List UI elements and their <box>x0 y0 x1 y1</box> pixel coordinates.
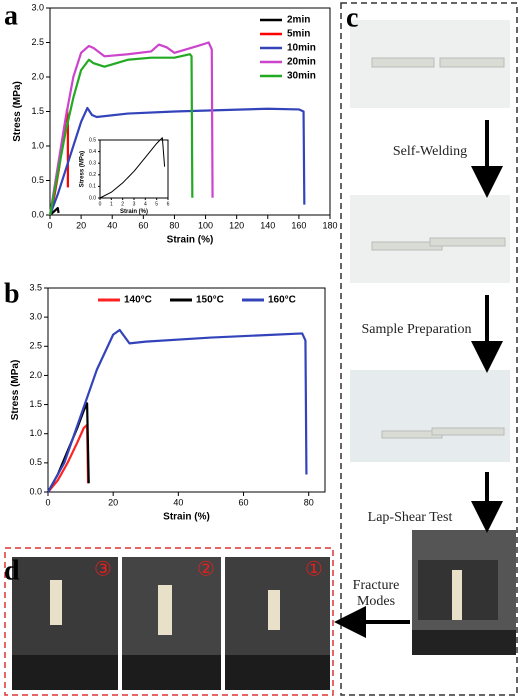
x-tick-label: 5 <box>155 201 158 207</box>
x-tick-label: 140 <box>260 221 275 231</box>
x-tick-label: 20 <box>108 498 118 508</box>
plot-frame <box>47 287 326 493</box>
x-axis-label: Strain (%) <box>167 234 214 245</box>
photo <box>225 557 330 690</box>
x-tick-label: 40 <box>107 221 117 231</box>
y-axis-label: Stress (MPa) <box>12 81 23 142</box>
x-tick-label: 80 <box>304 498 314 508</box>
x-tick-label: 1 <box>110 201 113 207</box>
x-tick-label: 60 <box>138 221 148 231</box>
step-label: Fracture Modes <box>352 578 400 609</box>
x-tick-label: 120 <box>229 221 244 231</box>
photo <box>350 370 510 462</box>
legend-label: 5min <box>287 29 310 40</box>
panel-label: a <box>4 0 18 31</box>
y-tick-label: 3.0 <box>31 2 44 12</box>
photo <box>350 20 510 108</box>
legend-label: 10min <box>287 43 316 54</box>
y-tick-label: 2.5 <box>29 341 42 351</box>
y-tick-label: 0.4 <box>89 149 96 155</box>
x-tick-label: 2 <box>121 201 124 207</box>
y-axis-label: Stress (MPa) <box>10 360 21 421</box>
legend-label: 30min <box>287 71 316 82</box>
photo <box>412 530 516 655</box>
panel-c-frame <box>340 2 518 696</box>
x-tick-label: 180 <box>322 221 337 231</box>
y-tick-label: 2.0 <box>29 370 42 380</box>
y-tick-label: 0.2 <box>89 172 96 178</box>
x-tick-label: 80 <box>169 221 179 231</box>
y-tick-label: 0.0 <box>89 195 96 201</box>
legend-label: 140°C <box>124 295 152 306</box>
y-tick-label: 1.5 <box>31 106 44 116</box>
y-tick-label: 2.0 <box>31 71 44 81</box>
series-line <box>99 137 166 199</box>
y-tick-label: 1.0 <box>29 428 42 438</box>
fracture-marker: ③ <box>94 558 112 580</box>
y-tick-label: 0.3 <box>89 161 96 167</box>
x-tick-label: 160 <box>291 221 306 231</box>
series-line <box>48 53 194 216</box>
y-tick-label: 0.1 <box>89 184 96 190</box>
x-tick-label: 40 <box>173 498 183 508</box>
panel-label: c <box>346 2 358 33</box>
x-tick-label: 0 <box>45 498 50 508</box>
panel-d-frame <box>4 547 334 696</box>
panel-label: d <box>4 555 20 586</box>
x-axis-label: Strain (%) <box>163 511 210 522</box>
photo <box>122 557 221 690</box>
y-tick-label: 3.5 <box>29 282 42 292</box>
y-tick-label: 3.0 <box>29 312 42 322</box>
series-line <box>48 41 214 216</box>
plot-frame <box>99 139 169 199</box>
x-tick-label: 6 <box>167 201 170 207</box>
step-label: Self-Welding <box>392 144 468 159</box>
x-tick-label: 20 <box>76 221 86 231</box>
x-tick-label: 4 <box>144 201 147 207</box>
y-tick-label: 1.0 <box>31 140 44 150</box>
series-line <box>47 328 308 493</box>
x-tick-label: 0 <box>99 201 102 207</box>
series-line <box>48 106 306 216</box>
step-label: Sample Preparation <box>361 322 472 337</box>
series-line <box>49 207 60 216</box>
legend-label: 160°C <box>268 295 296 306</box>
y-axis-label: Stress (MPa) <box>80 151 86 187</box>
x-tick-label: 0 <box>47 221 52 231</box>
y-tick-label: 0.0 <box>29 486 42 496</box>
x-tick-label: 100 <box>198 221 213 231</box>
y-tick-label: 0.5 <box>89 137 96 143</box>
x-tick-label: 60 <box>239 498 249 508</box>
y-tick-label: 0.5 <box>31 175 44 185</box>
fracture-marker: ① <box>305 558 323 580</box>
photo <box>12 557 118 690</box>
legend-label: 20min <box>287 57 316 68</box>
fracture-marker: ② <box>197 558 215 580</box>
y-tick-label: 2.5 <box>31 37 44 47</box>
x-tick-label: 3 <box>133 201 136 207</box>
y-tick-label: 0.5 <box>29 457 42 467</box>
photo <box>350 195 510 283</box>
y-tick-label: 0.0 <box>31 209 44 219</box>
step-label: Lap-Shear Test <box>367 510 453 525</box>
panel-label: b <box>4 278 20 309</box>
legend-label: 2min <box>287 15 310 26</box>
legend-label: 150°C <box>196 295 224 306</box>
x-axis-label: Strain (%) <box>120 209 148 215</box>
y-tick-label: 1.5 <box>29 399 42 409</box>
